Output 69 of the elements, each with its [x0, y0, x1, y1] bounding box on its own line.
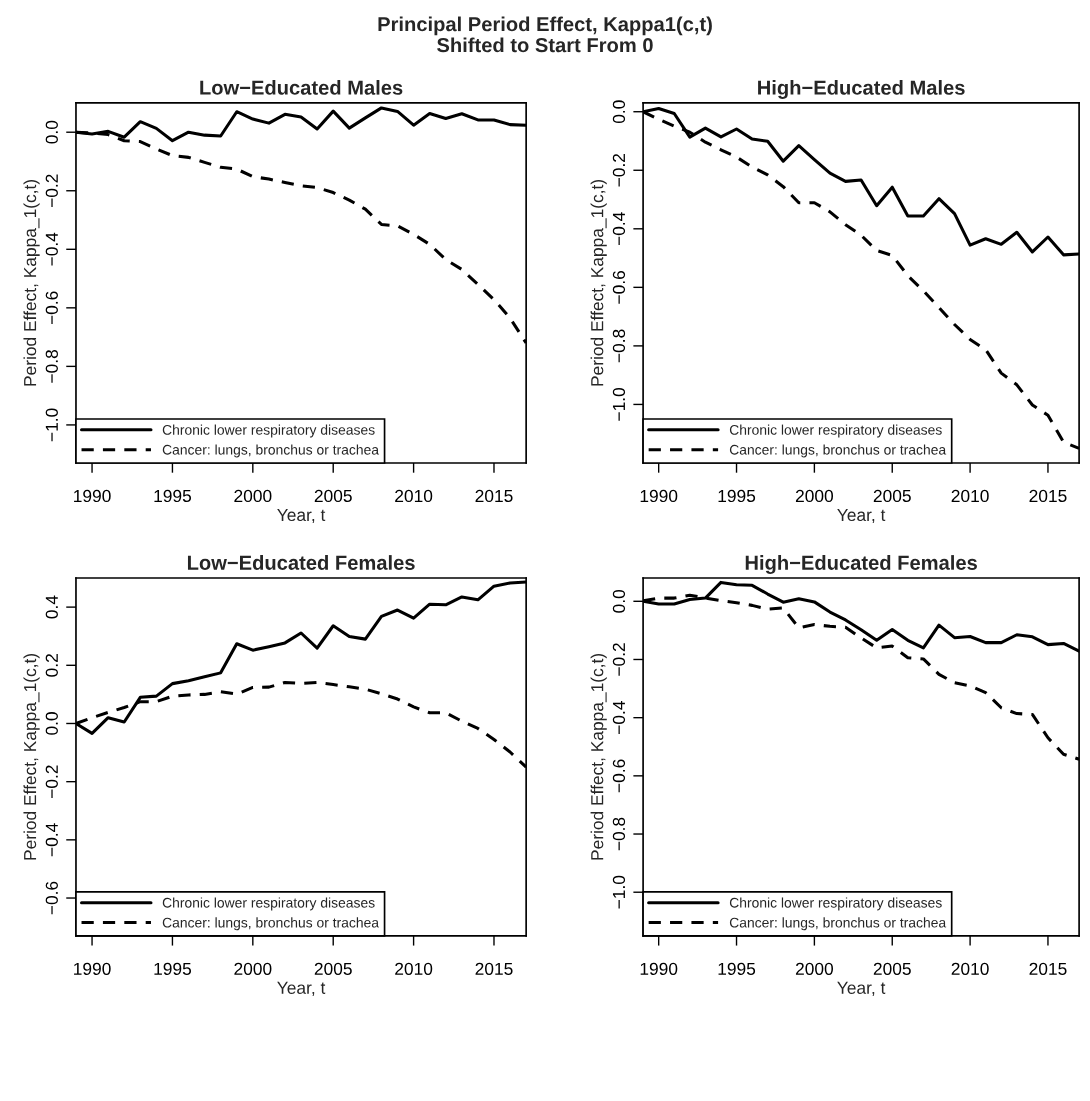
text: Principal Period Effect, Kappa1(c,t) Shifted to Start From 0 [378, 16, 712, 53]
x-axis-title: Year, t [277, 508, 326, 524]
legend-label: Chronic lower respiratory diseases [729, 424, 942, 438]
y-tick-label: 0.0 [612, 589, 626, 613]
x-tick-label: 2015 [475, 962, 513, 975]
legend-label: Cancer: lungs, bronchus or trachea [162, 444, 380, 458]
chart-title: Low−Educated Females [187, 555, 415, 570]
chart-title: High−Educated Males [758, 80, 965, 99]
y-tick-label: −0.4 [45, 823, 58, 857]
x-tick-label: 2015 [475, 489, 513, 503]
x-tick-label: 1990 [74, 489, 111, 503]
y-tick-label: −0.6 [45, 881, 58, 915]
x-tick-label: 2010 [951, 962, 989, 975]
y-tick-label: 0.0 [612, 100, 626, 124]
x-tick-label: 1990 [640, 489, 678, 503]
y-axis-title: Period Effect, Kappa_1(c,t) [590, 653, 607, 860]
y-tick-label: −0.4 [612, 212, 626, 246]
legend-label: Chronic lower respiratory diseases [162, 897, 375, 911]
x-tick-label: 2015 [1029, 489, 1067, 503]
x-tick-label: 1990 [74, 962, 111, 975]
x-tick-label: 2015 [1029, 962, 1067, 975]
y-tick-label: −0.6 [612, 270, 626, 304]
x-tick-label: 1995 [154, 962, 192, 975]
y-tick-label: −0.2 [612, 154, 626, 187]
x-tick-label: 2000 [795, 962, 834, 975]
y-tick-label: 0.4 [45, 595, 58, 619]
y-tick-label: −0.2 [45, 765, 58, 798]
y-tick-label: 0.2 [45, 654, 58, 677]
legend-label: Cancer: lungs, bronchus or trachea [729, 444, 947, 458]
x-tick-label: 2005 [873, 489, 911, 503]
y-axis-title: Period Effect, Kappa_1(c,t) [23, 653, 40, 860]
x-tick-label: 2005 [873, 962, 911, 975]
y-tick-label: −0.8 [612, 817, 626, 851]
y-tick-label: −0.8 [612, 329, 626, 363]
x-axis-title: Year, t [837, 508, 886, 524]
y-tick-label: −0.2 [612, 643, 626, 676]
chart-title: Low−Educated Males [200, 80, 403, 95]
y-axis-title: Period Effect, Kappa_1(c,t) [23, 179, 40, 386]
legend-label: Cancer: lungs, bronchus or trachea [162, 917, 380, 931]
y-tick-label: −1.0 [612, 875, 626, 909]
x-tick-label: 2010 [395, 489, 433, 503]
x-tick-label: 2000 [234, 962, 272, 975]
y-tick-label: −0.6 [612, 759, 626, 793]
x-tick-label: 2005 [314, 962, 352, 975]
y-tick-label: −0.4 [612, 701, 626, 734]
x-tick-label: 1990 [640, 962, 678, 975]
x-tick-label: 1995 [154, 489, 192, 503]
x-tick-label: 2010 [951, 489, 989, 503]
y-tick-label: −1.0 [45, 408, 58, 442]
x-tick-label: 1995 [718, 962, 756, 975]
legend-label: Cancer: lungs, bronchus or trachea [729, 917, 947, 931]
y-tick-label: 0.0 [45, 120, 58, 144]
x-axis-title: Year, t [837, 981, 886, 996]
y-tick-label: 0.0 [45, 712, 58, 735]
y-axis-title: Period Effect, Kappa_1(c,t) [590, 179, 607, 386]
x-tick-label: 2005 [314, 489, 352, 503]
y-tick-label: −1.0 [612, 387, 626, 421]
x-tick-label: 2000 [795, 489, 834, 503]
y-tick-label: −0.6 [45, 291, 58, 325]
y-tick-label: −0.8 [45, 350, 58, 383]
y-tick-label: −0.4 [45, 232, 58, 266]
legend-label: Chronic lower respiratory diseases [162, 424, 375, 438]
x-tick-label: 2010 [395, 962, 433, 975]
x-tick-label: 1995 [718, 489, 756, 503]
x-axis-title: Year, t [277, 981, 326, 996]
x-tick-label: 2000 [234, 489, 272, 503]
y-tick-label: −0.2 [45, 174, 58, 208]
chart-title: High−Educated Females [745, 555, 977, 574]
legend-label: Chronic lower respiratory diseases [729, 897, 942, 911]
